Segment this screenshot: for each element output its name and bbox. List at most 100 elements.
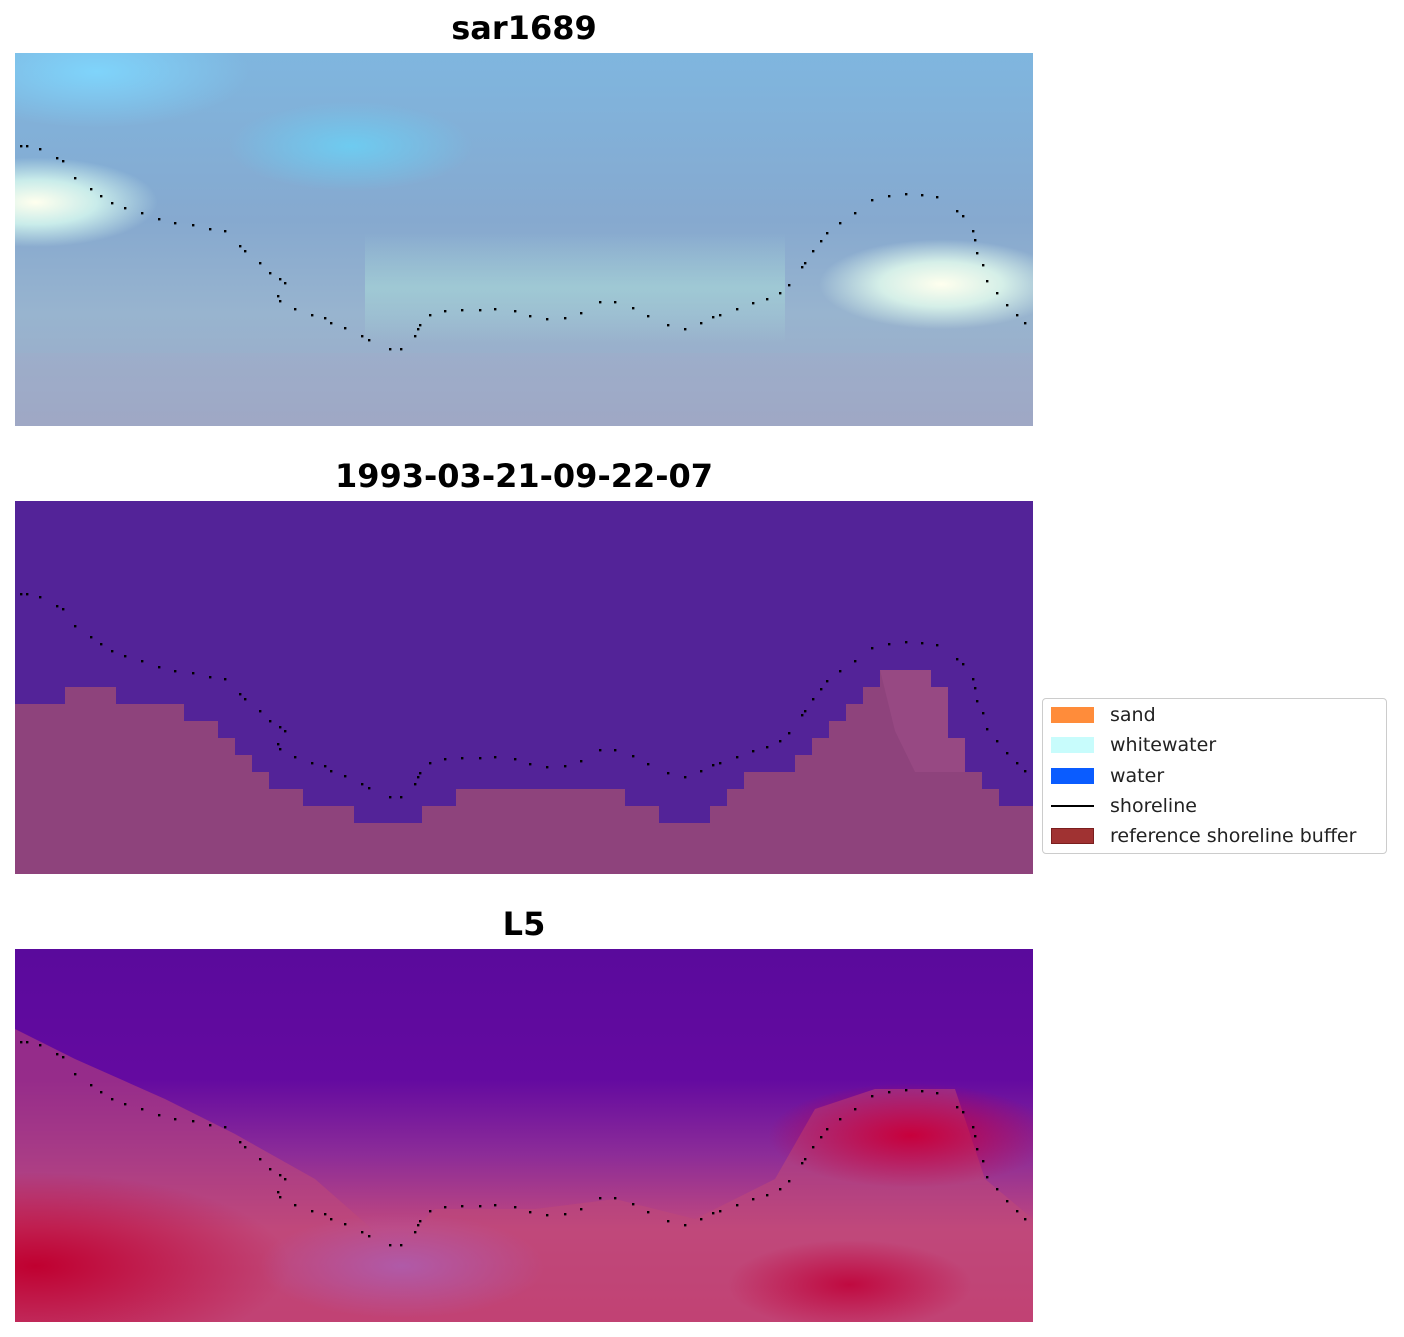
shoreline-point [712, 316, 715, 319]
shoreline-point [564, 1213, 567, 1216]
shoreline-point [936, 196, 939, 199]
shoreline-point [599, 1197, 602, 1200]
shoreline-point [209, 1124, 212, 1127]
shoreline-point [839, 1118, 842, 1121]
shoreline-point [736, 308, 739, 311]
shoreline-point [90, 188, 93, 191]
shoreline-point [361, 335, 364, 338]
shoreline-point [580, 312, 583, 315]
shoreline-point [921, 642, 924, 645]
shoreline-point [564, 765, 567, 768]
shoreline-point [826, 1128, 829, 1131]
shoreline-point [580, 760, 583, 763]
legend-item-whitewater: whitewater [1051, 734, 1216, 756]
shoreline-point [826, 232, 829, 235]
shoreline-point [20, 593, 23, 596]
shoreline-point [26, 145, 29, 148]
shoreline-point [804, 710, 807, 713]
shoreline-point [192, 224, 195, 227]
shoreline-point [389, 1244, 392, 1247]
shoreline-point [269, 720, 272, 723]
shoreline-point [361, 1231, 364, 1234]
shoreline-point [779, 292, 782, 295]
shoreline-point [279, 1196, 282, 1199]
shoreline-point [564, 317, 567, 320]
shoreline-point [684, 328, 687, 331]
legend-label: whitewater [1110, 734, 1217, 756]
shoreline-point [962, 1111, 965, 1114]
shoreline-point [494, 756, 497, 759]
shoreline-point [936, 1092, 939, 1095]
shoreline-point [224, 230, 227, 233]
shoreline-point [158, 218, 161, 221]
shoreline-point [279, 278, 282, 281]
shoreline-point [124, 207, 127, 210]
shoreline-point [514, 1206, 517, 1209]
shoreline-point [56, 1053, 59, 1056]
shoreline-point [871, 647, 874, 650]
shoreline-point [752, 750, 755, 753]
shoreline-point [269, 272, 272, 275]
sand-swatch [1051, 707, 1094, 723]
shoreline-point [277, 295, 280, 298]
shoreline-point [479, 1205, 482, 1208]
shoreline-point [812, 698, 815, 701]
shoreline-point [667, 1220, 670, 1223]
shoreline-point [766, 746, 769, 749]
shoreline-point [719, 762, 722, 765]
shoreline-point [1024, 770, 1027, 773]
shoreline-point [324, 765, 327, 768]
shoreline-point [962, 663, 965, 666]
shoreline-point [974, 687, 977, 690]
shoreline-point [1016, 314, 1019, 317]
shoreline-point [344, 775, 347, 778]
shoreline-point [419, 772, 422, 775]
shoreline-point [174, 670, 177, 673]
shoreline-point [801, 714, 804, 717]
shoreline-point [684, 776, 687, 779]
shoreline-point [936, 644, 939, 647]
shoreline-point [788, 284, 791, 287]
shoreline-point [1016, 1210, 1019, 1213]
probability-image [15, 949, 1033, 1322]
shoreline-point [599, 749, 602, 752]
shoreline-point [854, 212, 857, 215]
shoreline-point [752, 302, 755, 305]
shoreline-point [1024, 322, 1027, 325]
shoreline-point [700, 322, 703, 325]
shoreline-point [972, 1126, 975, 1129]
shoreline-point [259, 710, 262, 713]
shoreline-point [417, 776, 420, 779]
legend-item-water: water [1051, 765, 1164, 787]
shoreline-point [74, 1073, 77, 1076]
shoreline-point [712, 764, 715, 767]
shoreline-point [39, 1044, 42, 1047]
shoreline-point [444, 1206, 447, 1209]
shoreline-point [996, 1188, 999, 1191]
shoreline-point [100, 1091, 103, 1094]
shoreline-point [888, 643, 891, 646]
shoreline-point [368, 1235, 371, 1238]
panel-title-probability: L5 [502, 905, 546, 943]
legend-label: reference shoreline buffer [1110, 825, 1357, 847]
shoreline-point [684, 1224, 687, 1227]
shoreline-point [494, 308, 497, 311]
shoreline-point [905, 641, 908, 644]
shoreline-point [368, 787, 371, 790]
panel-title-rgb: sar1689 [451, 9, 597, 47]
shoreline-point [871, 1095, 874, 1098]
shoreline-point [614, 301, 617, 304]
shoreline-point [279, 748, 282, 751]
rgb-satellite-image [15, 53, 1033, 426]
shoreline-point [996, 740, 999, 743]
shoreline-point [854, 1108, 857, 1111]
shoreline-point [667, 772, 670, 775]
reference-buffer-swatch [1051, 828, 1094, 844]
shoreline-point [546, 318, 549, 321]
shoreline-point [632, 755, 635, 758]
shoreline-point [324, 1213, 327, 1216]
shoreline-point [444, 758, 447, 761]
shoreline-line-swatch [1051, 805, 1094, 807]
shoreline-point [419, 1220, 422, 1223]
shoreline-point [111, 1098, 114, 1101]
